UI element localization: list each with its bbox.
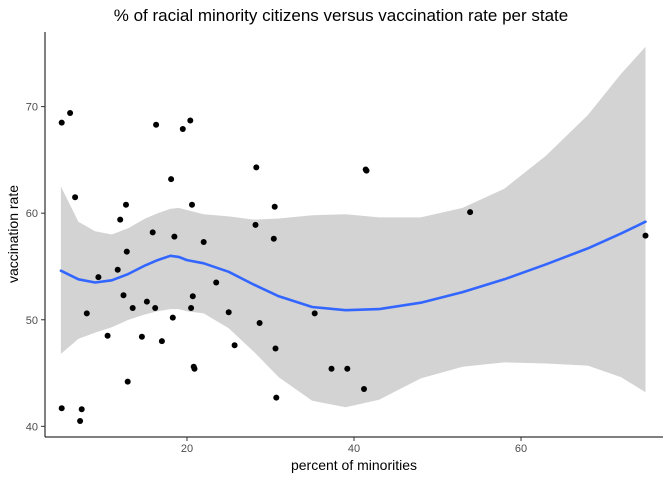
data-point bbox=[363, 167, 370, 174]
data-point bbox=[361, 386, 367, 392]
data-point bbox=[271, 203, 278, 210]
data-point bbox=[189, 201, 195, 208]
data-point bbox=[123, 201, 129, 208]
x-tick-label: 40 bbox=[348, 443, 360, 455]
chart-title: % of racial minority citizens versus vac… bbox=[114, 6, 568, 25]
data-point bbox=[129, 305, 136, 311]
y-tick-label: 50 bbox=[26, 315, 38, 327]
data-point bbox=[58, 405, 65, 412]
data-point bbox=[179, 126, 186, 132]
confidence-band-layer bbox=[60, 46, 646, 408]
data-point bbox=[72, 194, 79, 201]
data-point bbox=[120, 292, 127, 299]
smooth-trend-line bbox=[59, 220, 647, 312]
data-point bbox=[187, 117, 194, 124]
data-point bbox=[153, 121, 160, 128]
data-point bbox=[114, 266, 121, 273]
x-tick-label: 20 bbox=[181, 443, 193, 455]
data-point bbox=[253, 164, 260, 171]
data-point bbox=[58, 119, 65, 126]
y-axis-label: vaccination rate bbox=[5, 185, 21, 283]
data-points-layer bbox=[58, 110, 649, 424]
data-point bbox=[83, 310, 90, 317]
data-point bbox=[138, 333, 145, 340]
data-point bbox=[270, 235, 277, 242]
y-tick-label: 70 bbox=[26, 102, 38, 114]
data-point bbox=[191, 365, 198, 372]
data-point bbox=[171, 233, 178, 240]
data-point bbox=[328, 365, 335, 372]
x-axis-label: percent of minorities bbox=[291, 457, 417, 473]
data-point bbox=[77, 418, 84, 424]
data-point bbox=[252, 221, 259, 228]
smooth-line-layer bbox=[59, 220, 647, 312]
data-point bbox=[169, 314, 176, 321]
data-point bbox=[168, 176, 175, 183]
data-point bbox=[256, 320, 263, 326]
data-point bbox=[272, 345, 279, 352]
data-point bbox=[123, 248, 130, 255]
confidence-band bbox=[60, 46, 646, 408]
data-point bbox=[95, 274, 102, 281]
data-point bbox=[78, 406, 85, 413]
data-point bbox=[117, 216, 124, 223]
data-point bbox=[188, 305, 195, 311]
data-point bbox=[104, 332, 111, 339]
data-point bbox=[344, 365, 351, 372]
y-tick-label: 40 bbox=[26, 421, 38, 433]
data-point bbox=[67, 110, 74, 116]
data-point bbox=[225, 309, 232, 316]
data-point bbox=[273, 394, 280, 401]
data-point bbox=[158, 338, 165, 345]
data-point bbox=[311, 310, 318, 317]
y-tick-label: 60 bbox=[26, 208, 38, 220]
data-point bbox=[189, 293, 196, 300]
data-point bbox=[467, 209, 474, 216]
data-point bbox=[152, 305, 159, 311]
data-point bbox=[143, 298, 150, 305]
data-point bbox=[200, 239, 207, 245]
x-tick-label: 60 bbox=[515, 443, 527, 455]
data-point bbox=[231, 342, 238, 349]
data-point bbox=[213, 279, 220, 286]
data-point bbox=[124, 378, 131, 385]
data-point bbox=[149, 229, 156, 236]
axis-ticks-layer: 20 40 60 40 50 60 70 bbox=[26, 102, 527, 455]
data-point bbox=[642, 232, 649, 239]
